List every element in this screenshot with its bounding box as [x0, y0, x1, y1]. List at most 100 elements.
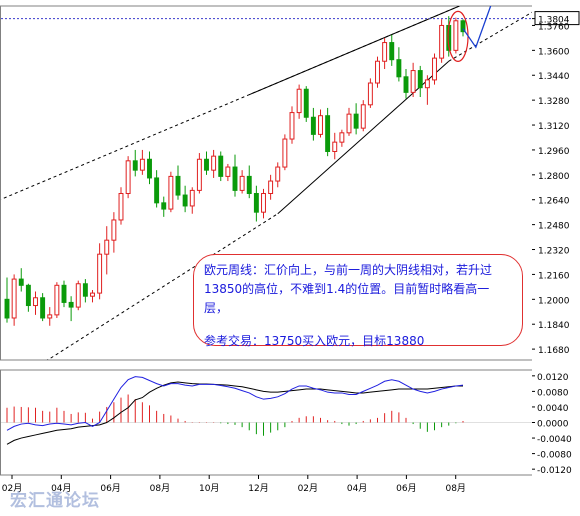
candle-body: [310, 116, 316, 135]
candle-body: [353, 113, 359, 129]
candle-body: [460, 20, 466, 33]
candle-body: [40, 297, 46, 319]
x-tick-label: 08月: [445, 483, 465, 494]
candle-body: [25, 284, 31, 307]
x-tick-label: 06月: [396, 483, 416, 494]
candle-body: [147, 158, 152, 179]
price-tick-label: 1.2480: [538, 222, 570, 232]
candle-body: [218, 155, 224, 177]
candle-body: [332, 141, 338, 152]
candle-body: [296, 88, 302, 114]
candle-body: [139, 158, 145, 171]
candle-body: [204, 158, 209, 171]
candle-body: [68, 301, 74, 308]
candle-body: [268, 180, 274, 195]
candle-body: [367, 82, 373, 106]
macd-tick-label: 0.0120: [537, 373, 569, 383]
candle-body: [118, 193, 124, 221]
price-tick-label: 1.2800: [538, 172, 570, 182]
annotation-line-2: 13850的高位，不难到1.4的位置。目前暂时略看高一层，: [204, 282, 490, 315]
price-tick-label: 1.3440: [538, 72, 570, 82]
x-tick-label: 02月: [2, 483, 22, 494]
candle-body: [289, 112, 295, 140]
candle-body: [82, 283, 88, 297]
candle-body: [396, 59, 402, 78]
forum-watermark: 宏汇通论坛: [10, 491, 100, 511]
macd-signal-line: [6, 381, 463, 445]
candle-body: [375, 60, 380, 84]
price-tick-label: 1.2960: [538, 147, 570, 157]
x-tick-label: 12月: [248, 483, 268, 494]
price-tick-label: 1.1840: [538, 321, 570, 331]
candle-body: [33, 297, 38, 307]
candle-body: [154, 177, 160, 204]
candle-body: [225, 166, 231, 177]
candle-body: [346, 113, 352, 134]
candle-body: [168, 175, 174, 210]
candle-body: [389, 42, 395, 61]
candle-body: [90, 292, 95, 297]
candle-body: [253, 193, 259, 213]
price-tick-label: 1.2320: [538, 247, 570, 257]
price-tick-label: 1.3804: [538, 16, 570, 26]
candle-body: [417, 70, 423, 89]
candle-body: [61, 284, 67, 303]
price-tick-label: 1.3600: [538, 47, 570, 57]
candle-body: [125, 160, 131, 195]
candle-body: [75, 283, 81, 308]
candle-body: [453, 20, 459, 51]
price-tick-label: 1.2640: [538, 197, 570, 207]
candle-body: [54, 284, 60, 316]
x-tick-label: 02月: [298, 483, 318, 494]
candle-body: [303, 88, 309, 118]
price-tick-label: 1.3760: [538, 22, 570, 32]
projection-path: [462, 6, 492, 49]
price-tick-label: 1.1680: [538, 346, 570, 356]
candle-body: [275, 166, 281, 182]
macd-tick-label: -0.0040: [537, 435, 572, 445]
annotation-line-3: 参考交易：13750买入欧元，目标13880: [204, 334, 425, 348]
x-tick-label: 10月: [199, 483, 219, 494]
macd-tick-label: 0.0040: [537, 404, 569, 414]
candle-body: [360, 104, 366, 129]
candle-body: [4, 298, 10, 319]
candle-body: [403, 76, 409, 93]
axis-background: [532, 0, 580, 512]
macd-tick-label: 0.0080: [537, 388, 569, 398]
analysis-annotation: 欧元周线：汇价向上，与前一周的大阴线相对，若升过 13850的高位，不难到1.4…: [193, 254, 523, 348]
candle-body: [282, 138, 288, 168]
candle-body: [11, 278, 17, 319]
price-tick-label: 1.2160: [538, 271, 570, 281]
candle-body: [239, 175, 245, 191]
candle-body: [97, 253, 103, 294]
candle-body: [318, 115, 323, 135]
candle-body: [232, 166, 238, 191]
macd-line: [6, 376, 464, 431]
candle-body: [182, 194, 188, 207]
x-tick-label: 06月: [100, 483, 120, 494]
candle-body: [211, 155, 217, 171]
current-price-box: [534, 11, 580, 26]
candle-body: [161, 202, 167, 210]
annotation-line-1: 欧元周线：汇价向上，与前一周的大阴线相对，若升过: [204, 263, 493, 277]
candle-body: [424, 79, 430, 89]
macd-tick-label: -0.0080: [537, 451, 572, 461]
candle-body: [325, 115, 331, 152]
candle-body: [18, 278, 24, 286]
candle-body: [261, 193, 266, 213]
candle-body: [339, 132, 345, 143]
candle-body: [382, 42, 388, 62]
candle-body: [196, 158, 202, 191]
macd-plot: [1, 376, 532, 445]
price-plot: [1, 6, 532, 360]
upper-channel-line: [249, 6, 460, 96]
x-tick-label: 04月: [347, 483, 367, 494]
price-tick-label: 1.3120: [538, 122, 570, 132]
price-tick-label: 1.3280: [538, 97, 570, 107]
macd-tick-label: -0.0120: [537, 466, 572, 476]
x-tick-label: 04月: [51, 483, 71, 494]
macd-tick-label: 0.0000: [537, 420, 569, 430]
candle-body: [104, 239, 110, 255]
candle-body: [175, 175, 181, 196]
